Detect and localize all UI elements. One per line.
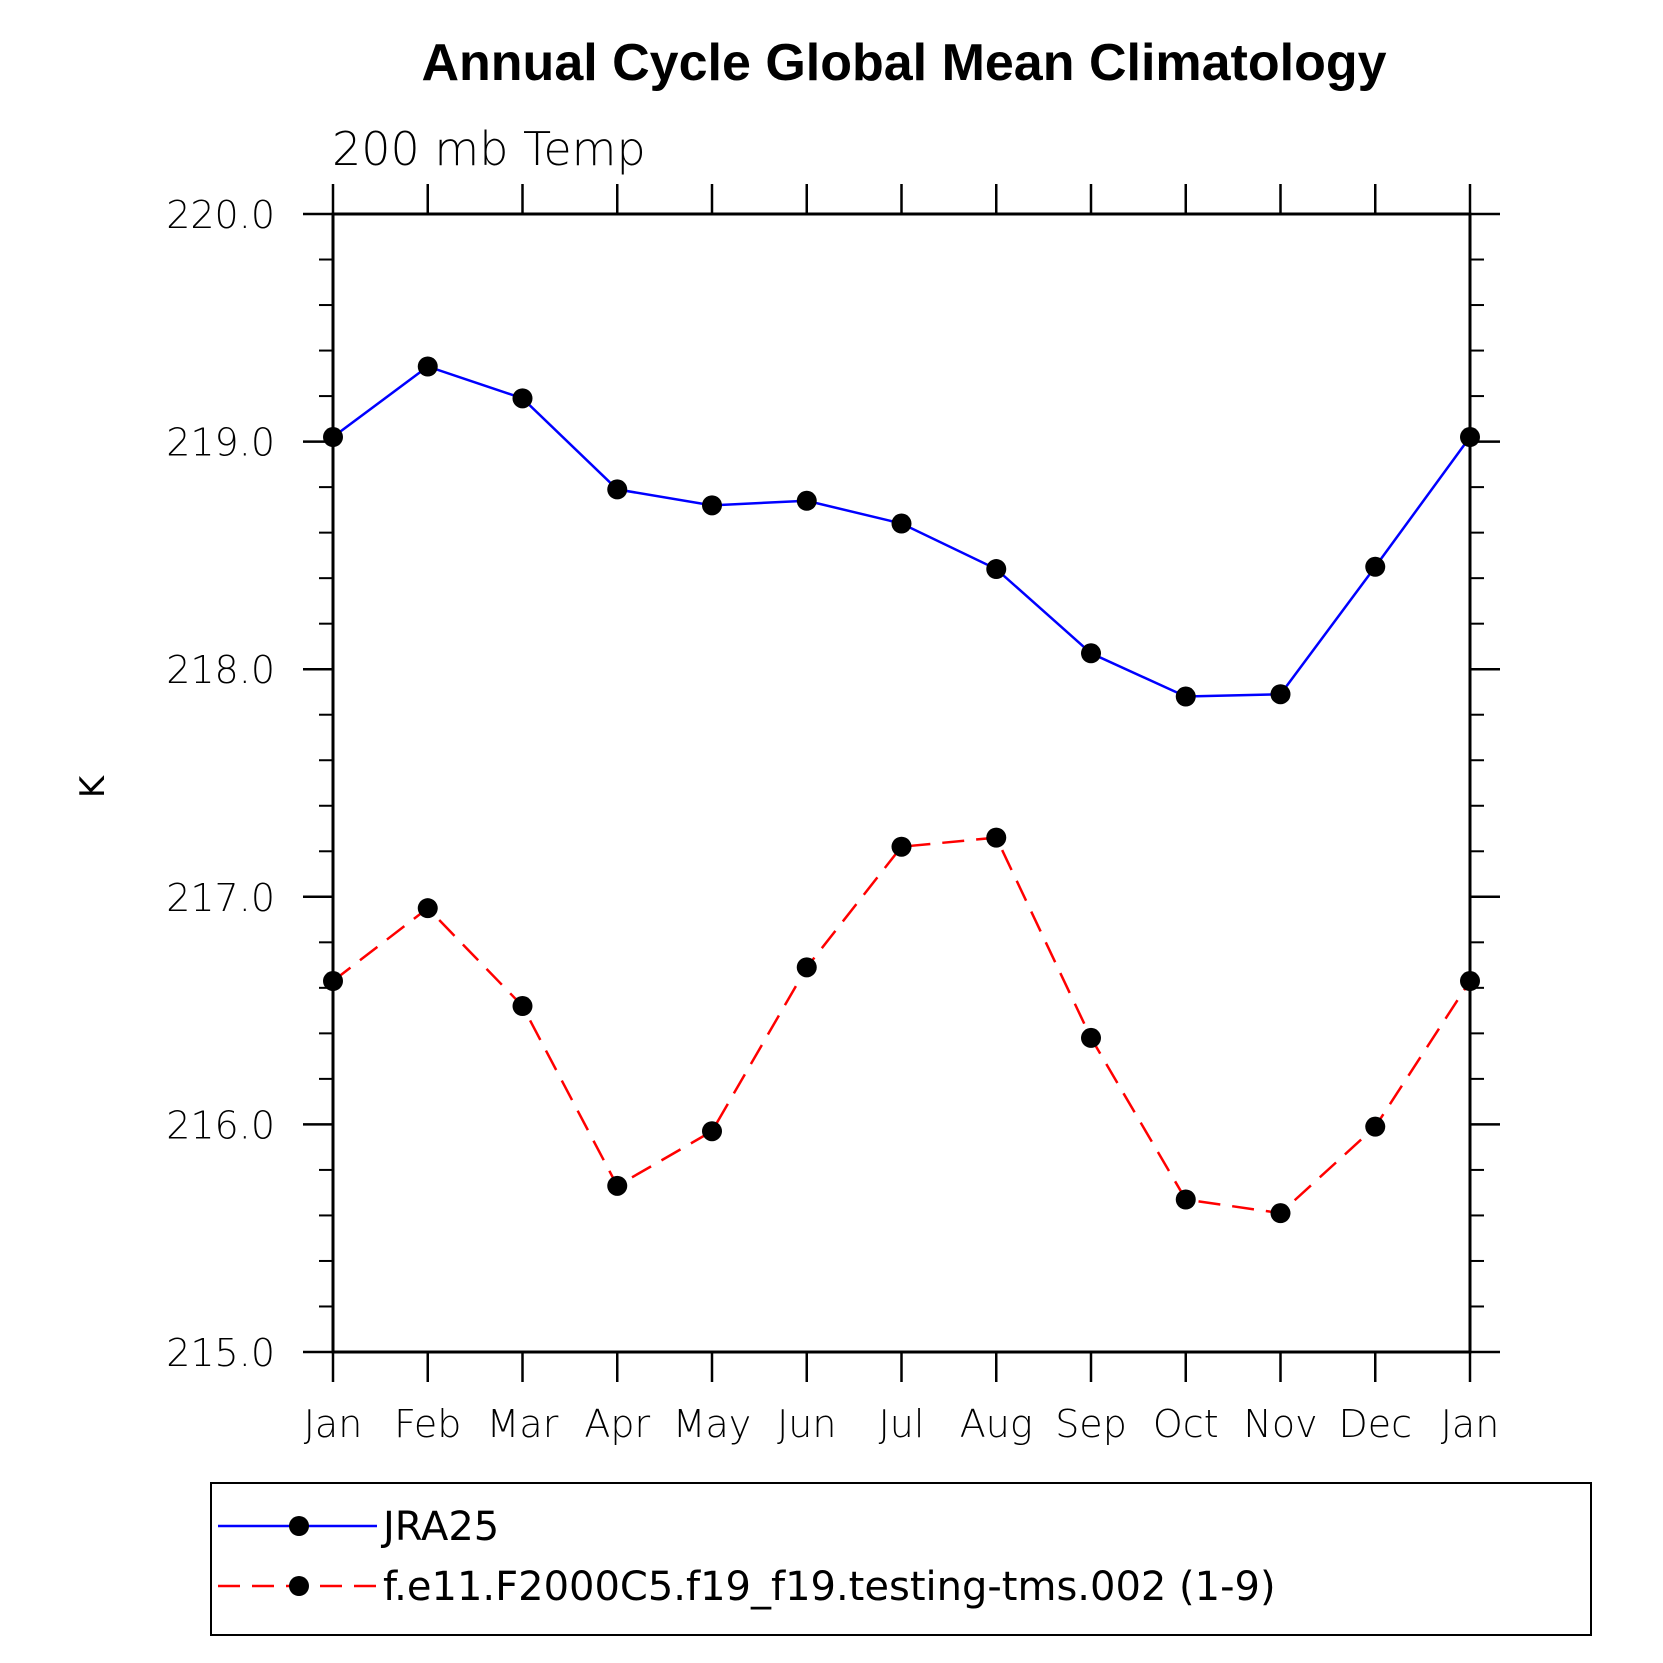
x-tick-label-apr: Apr [584,1402,650,1446]
series-1-point [796,957,817,978]
series-0-point [891,513,912,534]
legend: JRA25 f.e11.F2000C5.f19_f19.testing-tms.0… [210,1482,1592,1636]
legend-marker-0 [289,1516,309,1536]
legend-entries: JRA25 f.e11.F2000C5.f19_f19.testing-tms.0… [218,1504,1276,1610]
series-1-point [702,1121,722,1142]
legend-box [210,1482,1592,1636]
series-0-point [986,559,1007,580]
x-tick-label-jul: Jul [879,1402,925,1446]
y-tick-label: 216.0 [166,1103,275,1147]
series-1-point [1175,1189,1196,1210]
y-tick-label: 219.0 [166,421,275,465]
y-axis-label: K [73,774,113,798]
series-0-point [1175,686,1196,707]
legend-label-1: f.e11.F2000C5.f19_f19.testing-tms.002 (1… [383,1564,1276,1610]
series-1-point [417,898,438,919]
x-tick-label-dec: Dec [1338,1402,1412,1446]
chart-title: Annual Cycle Global Mean Climatology [421,34,1386,92]
x-tick-label-oct: Oct [1153,1402,1219,1446]
x-tick-label-may: May [673,1402,752,1446]
series-line-1 [332,836,1472,1215]
y-tick-label: 220.0 [166,193,275,237]
series-1-point [607,1175,628,1196]
series-0-point [1460,427,1480,448]
legend-marker-1 [289,1576,309,1596]
x-tick-label-jan: Jan [1441,1402,1500,1446]
x-tick-label-mar: Mar [487,1402,559,1446]
series-0-point [796,490,817,511]
x-tick-label-nov: Nov [1243,1402,1317,1446]
x-tick-label-feb: Feb [394,1402,461,1446]
series-1-point [1081,1027,1101,1048]
data-series [323,356,1480,1224]
series-0-point [323,427,343,448]
y-tick-label: 217.0 [166,876,275,920]
y-tick-label: 218.0 [166,648,275,692]
x-tick-labels: Jan Feb Mar Apr May Jun Jul Aug Sep Oct Nov Dec Jan [304,1402,1500,1446]
series-1-point [891,836,912,857]
legend-label-0: JRA25 [380,1504,499,1550]
series-1-point [1460,971,1480,992]
series-1-point [1365,1116,1386,1137]
plot-frame [331,212,1472,1354]
x-tick-label-aug: Aug [960,1402,1033,1446]
series-0-point [1081,643,1101,664]
series-0-point [702,495,722,516]
series-1-point [323,971,343,992]
chart-subtitle: 200 mb Temp [332,122,646,176]
series-0-point [1270,684,1291,705]
x-tick-label-jun: Jun [777,1402,836,1446]
series-1-point [986,827,1007,848]
x-tick-label-sep: Sep [1055,1402,1127,1446]
series-1-point [1270,1203,1291,1224]
series-0-point [512,388,533,409]
series-0-point [607,479,628,500]
series-0-point [1365,556,1386,577]
y-tick-label: 215.0 [166,1331,275,1375]
series-1-point [512,996,533,1017]
axis-ticks [303,184,1500,1382]
y-tick-labels: 215.0 216.0 217.0 218.0 219.0 220.0 [166,193,275,1375]
series-0-point [417,356,438,377]
x-tick-label-jan: Jan [304,1402,363,1446]
